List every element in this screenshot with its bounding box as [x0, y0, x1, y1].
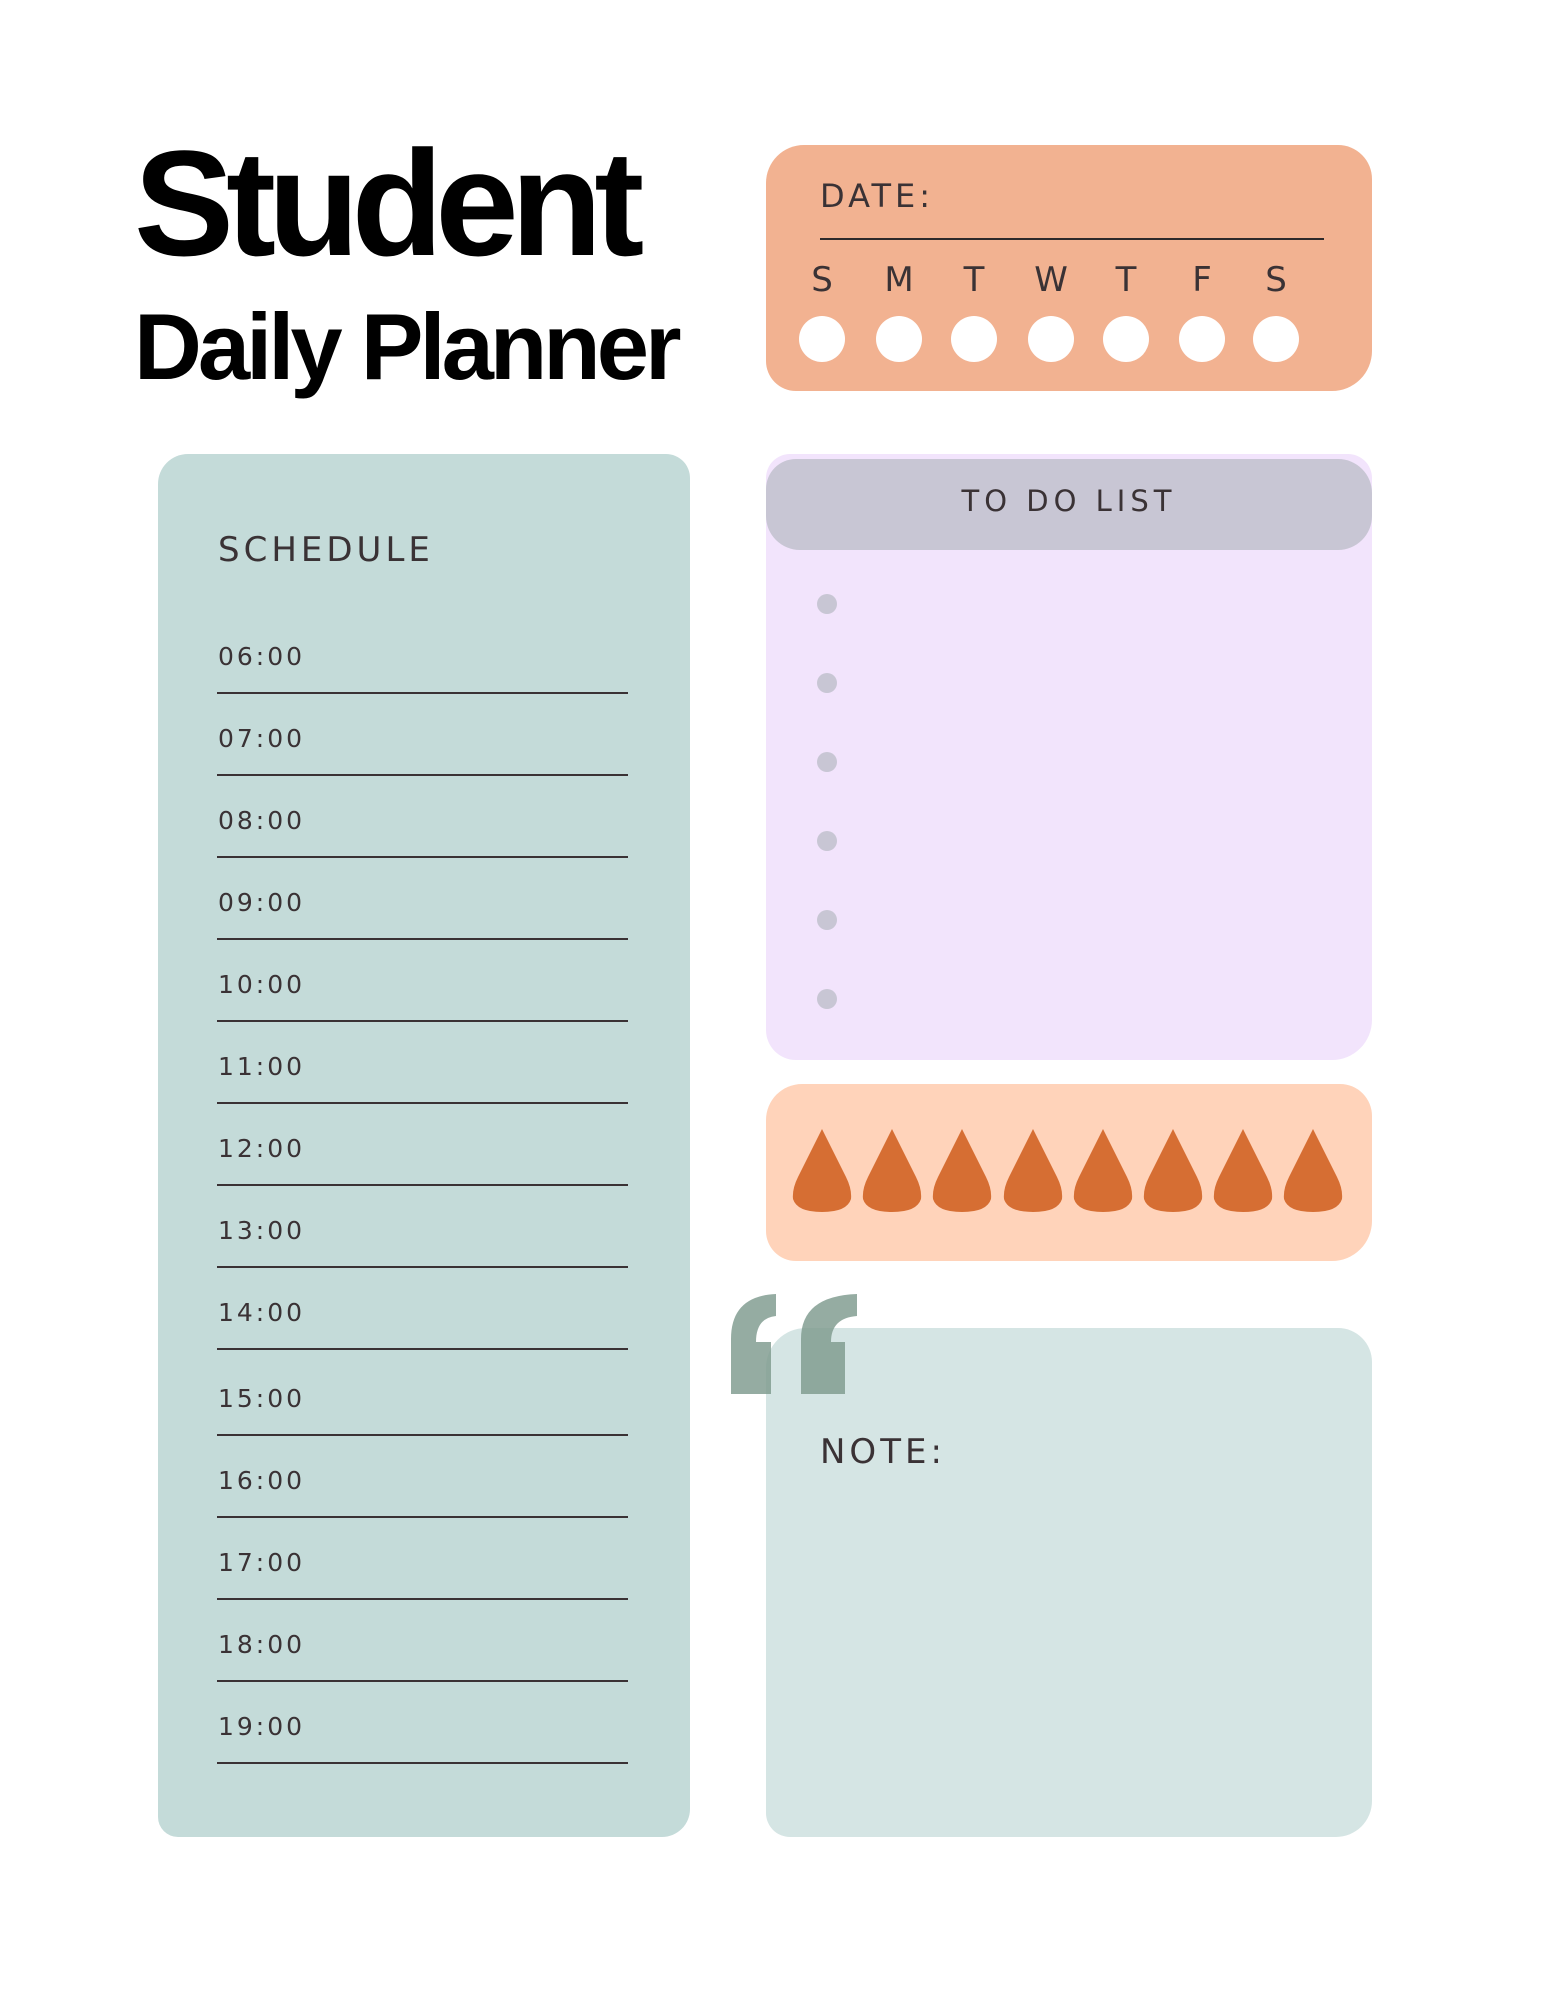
schedule-entry-line[interactable]: [217, 1598, 628, 1600]
schedule-entry-line[interactable]: [217, 938, 628, 940]
day-label: T: [1115, 260, 1137, 300]
time-label: 14:00: [218, 1298, 306, 1327]
todo-bullet[interactable]: [817, 752, 837, 772]
day-checkbox[interactable]: [1253, 316, 1299, 362]
date-label: DATE:: [820, 177, 935, 215]
time-label: 06:00: [218, 642, 306, 671]
day-label: S: [1265, 260, 1287, 300]
schedule-entry-line[interactable]: [217, 1266, 628, 1268]
time-label: 19:00: [218, 1712, 306, 1741]
time-label: 18:00: [218, 1630, 306, 1659]
water-drop-icon[interactable]: [1283, 1129, 1343, 1212]
water-drop-icon[interactable]: [1143, 1129, 1203, 1212]
day-checkbox[interactable]: [799, 316, 845, 362]
schedule-entry-line[interactable]: [217, 856, 628, 858]
water-drop-icon[interactable]: [1073, 1129, 1133, 1212]
day-checkbox[interactable]: [1028, 316, 1074, 362]
schedule-title: SCHEDULE: [218, 530, 434, 570]
todo-bullet[interactable]: [817, 594, 837, 614]
schedule-entry-line[interactable]: [217, 1020, 628, 1022]
time-label: 09:00: [218, 888, 306, 917]
water-drop-icon[interactable]: [862, 1129, 922, 1212]
date-card: DATE: S M T W T F S: [766, 145, 1372, 391]
water-tracker: [766, 1084, 1372, 1261]
time-label: 13:00: [218, 1216, 306, 1245]
day-label: W: [1034, 260, 1068, 300]
schedule-card: SCHEDULE 06:00 07:00 08:00 09:00 10:00 11:00 1…: [158, 454, 690, 1837]
schedule-entry-line[interactable]: [217, 1102, 628, 1104]
water-drop-icon[interactable]: [792, 1129, 852, 1212]
todo-bullet[interactable]: [817, 989, 837, 1009]
schedule-entry-line[interactable]: [217, 1516, 628, 1518]
todo-bullet[interactable]: [817, 831, 837, 851]
day-checkbox[interactable]: [1179, 316, 1225, 362]
time-label: 07:00: [218, 724, 306, 753]
day-label: M: [884, 260, 914, 300]
day-checkbox[interactable]: [876, 316, 922, 362]
quote-icon: [731, 1294, 857, 1394]
todo-bullet[interactable]: [817, 910, 837, 930]
water-drop-icon[interactable]: [932, 1129, 992, 1212]
time-label: 15:00: [218, 1384, 306, 1413]
note-label: NOTE:: [820, 1432, 946, 1472]
time-label: 17:00: [218, 1548, 306, 1577]
todo-bullet[interactable]: [817, 673, 837, 693]
schedule-entry-line[interactable]: [217, 1434, 628, 1436]
time-label: 08:00: [218, 806, 306, 835]
day-label: F: [1192, 260, 1212, 300]
time-label: 16:00: [218, 1466, 306, 1495]
schedule-entry-line[interactable]: [217, 1762, 628, 1764]
water-drop-icon[interactable]: [1213, 1129, 1273, 1212]
schedule-entry-line[interactable]: [217, 1184, 628, 1186]
schedule-entry-line[interactable]: [217, 774, 628, 776]
schedule-entry-line[interactable]: [217, 1680, 628, 1682]
day-checkbox[interactable]: [1103, 316, 1149, 362]
date-input-line[interactable]: [820, 238, 1324, 240]
title-daily-planner: Daily Planner: [134, 294, 682, 399]
day-label: S: [811, 260, 833, 300]
schedule-entry-line[interactable]: [217, 1348, 628, 1350]
time-label: 10:00: [218, 970, 306, 999]
time-label: 11:00: [218, 1052, 306, 1081]
todo-title: TO DO LIST: [961, 484, 1177, 518]
title-student: Student: [134, 119, 644, 287]
day-label: T: [963, 260, 985, 300]
todo-card: TO DO LIST: [766, 454, 1372, 1060]
todo-header: [766, 459, 1372, 550]
schedule-entry-line[interactable]: [217, 692, 628, 694]
time-label: 12:00: [218, 1134, 306, 1163]
note-card: NOTE:: [766, 1328, 1372, 1837]
day-checkbox[interactable]: [951, 316, 997, 362]
water-drop-icon[interactable]: [1003, 1129, 1063, 1212]
